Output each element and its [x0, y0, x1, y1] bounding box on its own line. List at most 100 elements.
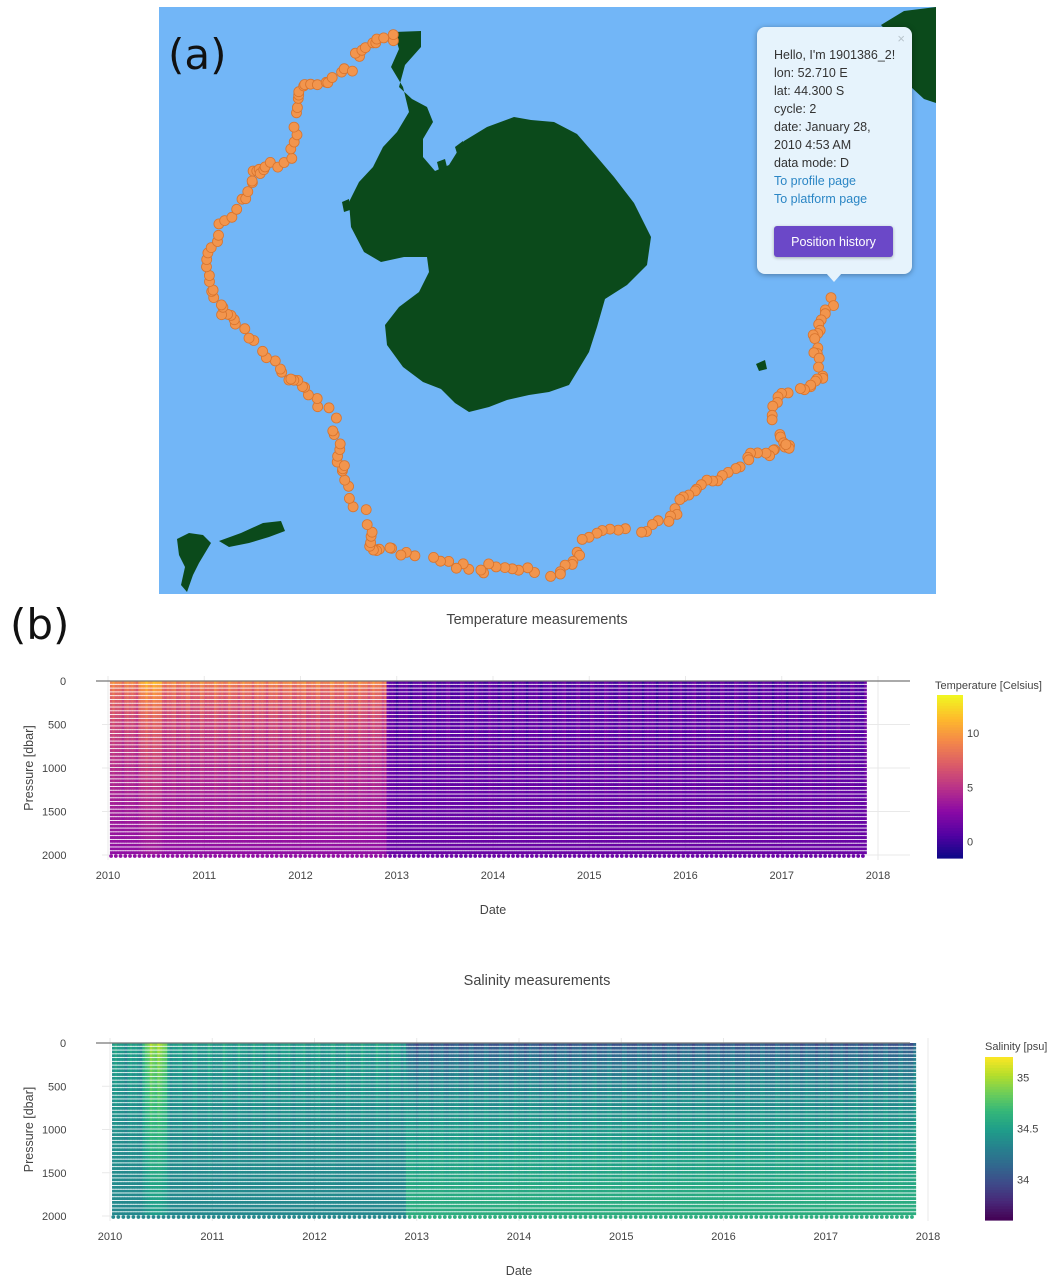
track-point[interactable] [388, 30, 398, 40]
track-point[interactable] [312, 80, 322, 90]
close-icon[interactable]: × [897, 31, 905, 46]
y-tick-label: 2000 [42, 1211, 66, 1223]
track-point[interactable] [287, 153, 297, 163]
x-tick-label: 2010 [98, 1231, 122, 1243]
y-tick-label: 500 [48, 1081, 66, 1093]
track-point[interactable] [216, 300, 226, 310]
x-tick-label: 2017 [770, 870, 794, 882]
track-point[interactable] [344, 493, 354, 503]
track-point[interactable] [258, 346, 268, 356]
colorbar-title: Temperature [Celsius] [935, 680, 1042, 692]
salinity-chart-svg: Salinity measurements 0 500 1000 1500 2000 201… [0, 963, 1062, 1278]
x-tick-label: 2013 [405, 1231, 429, 1243]
track-point[interactable] [523, 563, 533, 573]
track-point[interactable] [286, 374, 296, 384]
y-tick-label: 0 [60, 676, 66, 688]
y-axis-label: Pressure [dbar] [22, 1087, 36, 1172]
track-point[interactable] [243, 187, 253, 197]
track-point[interactable] [546, 571, 556, 581]
y-tick-label: 1000 [42, 1125, 66, 1137]
track-point[interactable] [362, 520, 372, 530]
y-tick-label: 500 [48, 720, 66, 732]
temperature-chart-svg: Temperature measurements 0 500 1000 1500 2000… [0, 600, 1062, 925]
salinity-chart: Salinity measurements 0 500 1000 1500 2000 201… [0, 963, 1062, 1278]
colorbar-tick-label: 10 [967, 728, 979, 740]
track-point[interactable] [675, 495, 685, 505]
track-point[interactable] [476, 565, 486, 575]
colorbar-title: Salinity [psu] [985, 1041, 1047, 1053]
track-point[interactable] [247, 176, 257, 186]
colorbar-tick-label: 34 [1017, 1174, 1029, 1186]
track-point[interactable] [396, 550, 406, 560]
track-point[interactable] [289, 122, 299, 132]
x-tick-label: 2018 [866, 870, 890, 882]
y-tick-label: 1500 [42, 1168, 66, 1180]
track-point[interactable] [781, 440, 791, 450]
x-tick-label: 2015 [577, 870, 601, 882]
track-point[interactable] [324, 403, 334, 413]
track-point[interactable] [214, 230, 224, 240]
track-point[interactable] [240, 324, 250, 334]
popup-date-line1: date: January 28, [774, 120, 871, 134]
heatmap-cells [111, 1043, 916, 1219]
profile-page-link[interactable]: To profile page [774, 174, 856, 188]
track-point[interactable] [768, 401, 778, 411]
track-point[interactable] [744, 455, 754, 465]
x-axis-label: Date [506, 1264, 532, 1278]
track-point[interactable] [232, 204, 242, 214]
colorbar [937, 695, 963, 859]
track-point[interactable] [379, 33, 389, 43]
panel-a-label: (a) [168, 30, 227, 79]
y-tick-label: 0 [60, 1038, 66, 1050]
x-tick-label: 2013 [385, 870, 409, 882]
track-point[interactable] [637, 527, 647, 537]
track-point[interactable] [347, 66, 357, 76]
track-point[interactable] [292, 103, 302, 113]
track-point[interactable] [270, 356, 280, 366]
track-point[interactable] [327, 73, 337, 83]
track-point[interactable] [664, 516, 674, 526]
track-point[interactable] [795, 384, 805, 394]
x-tick-label: 2014 [507, 1231, 531, 1243]
position-history-button[interactable]: Position history [774, 226, 893, 257]
x-tick-label: 2017 [814, 1231, 838, 1243]
popup-greeting: Hello, I'm 1901386_2! [774, 48, 895, 62]
popup-lon: lon: 52.710 E [774, 66, 848, 80]
track-point[interactable] [331, 413, 341, 423]
colorbar-tick-label: 34.5 [1017, 1123, 1038, 1135]
x-tick-label: 2015 [609, 1231, 633, 1243]
track-point[interactable] [814, 362, 824, 372]
x-tick-label: 2016 [673, 870, 697, 882]
track-point[interactable] [385, 543, 395, 553]
x-tick-label: 2010 [96, 870, 120, 882]
track-point[interactable] [810, 334, 820, 344]
x-tick-label: 2018 [916, 1231, 940, 1243]
track-point[interactable] [339, 461, 349, 471]
popup-data-mode: data mode: D [774, 156, 849, 170]
popup-date-line2: 2010 4:53 AM [774, 138, 851, 152]
track-point[interactable] [340, 475, 350, 485]
track-point[interactable] [429, 552, 439, 562]
track-point[interactable] [335, 439, 345, 449]
x-tick-label: 2011 [192, 870, 216, 882]
colorbar [985, 1057, 1013, 1221]
track-point[interactable] [361, 505, 371, 515]
platform-page-link[interactable]: To platform page [774, 192, 867, 206]
popup-pointer [826, 273, 842, 282]
y-tick-label: 1500 [42, 807, 66, 819]
y-tick-label: 2000 [42, 850, 66, 862]
popup-lat: lat: 44.300 S [774, 84, 844, 98]
temperature-chart: Temperature measurements 0 500 1000 1500 2000… [0, 600, 1062, 925]
x-axis-label: Date [480, 903, 506, 917]
track-point[interactable] [244, 333, 254, 343]
track-point[interactable] [328, 426, 338, 436]
track-point[interactable] [767, 415, 777, 425]
x-tick-label: 2012 [288, 870, 312, 882]
track-point[interactable] [577, 534, 587, 544]
x-tick-label: 2014 [481, 870, 505, 882]
x-tick-label: 2011 [200, 1231, 224, 1243]
track-point[interactable] [814, 353, 824, 363]
colorbar-tick-label: 5 [967, 782, 973, 794]
track-point[interactable] [555, 569, 565, 579]
colorbar-tick-label: 35 [1017, 1072, 1029, 1084]
